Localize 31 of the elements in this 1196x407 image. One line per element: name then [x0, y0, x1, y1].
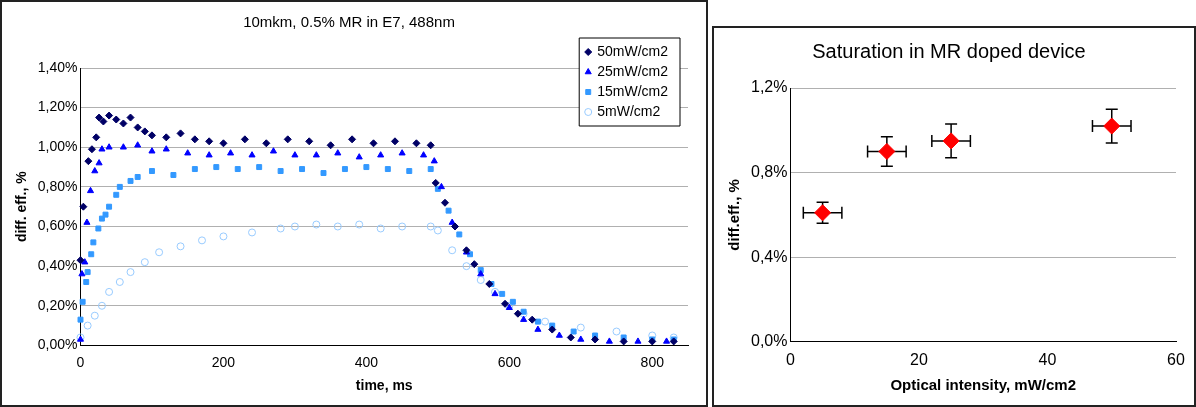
x-tick-label: 20: [910, 350, 928, 368]
chart-title: 10mkm, 0.5% MR in E7, 488nm: [243, 13, 455, 31]
y-tick-label: 0,60%: [37, 217, 78, 234]
y-tick-label: 0,00%: [37, 336, 78, 353]
legend-label: 15mW/cm2: [597, 82, 669, 99]
x-axis-title: time, ms: [355, 377, 413, 394]
y-tick-label: 0,8%: [751, 163, 788, 181]
y-axis-title: diff.eff., %: [725, 179, 743, 251]
y-tick-label: 0,80%: [37, 177, 78, 194]
y-tick-label: 1,2%: [751, 78, 788, 96]
x-tick-label: 0: [76, 353, 85, 370]
y-tick-label: 1,20%: [37, 98, 78, 115]
y-tick-label: 1,40%: [37, 58, 78, 75]
x-tick-label: 200: [211, 353, 236, 370]
y-tick-label: 1,00%: [37, 138, 78, 155]
y-tick-label: 0,40%: [37, 257, 78, 273]
legend-label: 25mW/cm2: [597, 62, 669, 79]
legend-label: 50mW/cm2: [597, 42, 669, 59]
x-tick-label: 800: [640, 353, 665, 370]
y-axis-title: diff. eff., %: [13, 170, 30, 243]
x-tick-label: 400: [354, 353, 379, 370]
y-tick-label: 0,4%: [751, 247, 788, 265]
x-tick-label: 600: [497, 353, 522, 370]
x-tick-label: 60: [1167, 350, 1185, 368]
x-tick-label: 0: [786, 350, 796, 368]
chart-title: Saturation in MR doped device: [812, 39, 1086, 62]
x-tick-label: 40: [1038, 350, 1057, 368]
legend-label: 5mW/cm2: [597, 102, 661, 119]
y-tick-label: 0,0%: [751, 332, 788, 350]
y-tick-label: 0,20%: [37, 296, 78, 313]
x-axis-title: Optical intensity, mW/cm2: [890, 376, 1077, 394]
